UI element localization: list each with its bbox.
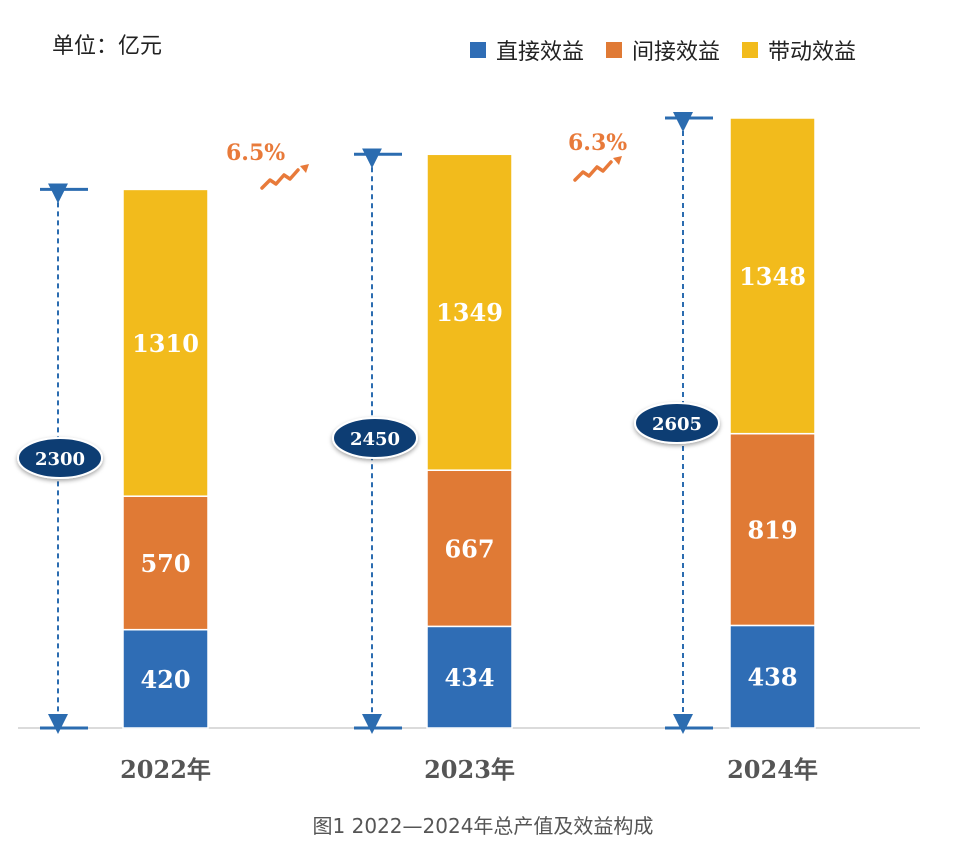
bar-value-label: 667	[444, 534, 494, 563]
bar-value-label: 438	[747, 663, 797, 692]
legend-label-driven: 带动效益	[768, 40, 857, 65]
bar-driven-0	[122, 188, 209, 497]
category-label: 2023年	[424, 755, 515, 784]
bar-value-label: 420	[140, 665, 190, 694]
legend-swatch-indirect	[606, 42, 623, 58]
growth-arrowhead-icon	[613, 156, 622, 165]
bar-direct-2	[729, 624, 816, 729]
bar-driven-1	[426, 153, 513, 471]
legend-item-direct: 直接效益	[470, 34, 584, 66]
legend: 直接效益 间接效益 带动效益	[470, 34, 856, 66]
bar-driven-2	[729, 117, 816, 435]
total-badge-label: 2450	[350, 429, 400, 450]
bar-value-label: 1349	[436, 298, 503, 327]
stacked-bar-chart: 420 570 1310 2300 2022年 434 667 1349 2450 2023年 43…	[17, 112, 920, 784]
total-badge-label: 2605	[652, 414, 702, 435]
bar-value-label: 1310	[132, 329, 199, 358]
growth-trend-icon	[260, 168, 300, 190]
growth-rate-label: 6.5%	[226, 140, 285, 166]
total-badge	[332, 417, 418, 459]
bar-value-label: 570	[140, 549, 190, 578]
unit-label: 单位：亿元	[52, 34, 163, 59]
total-badge	[17, 437, 103, 479]
bar-value-label: 819	[747, 516, 797, 545]
bar-direct-1	[426, 625, 513, 729]
total-badge	[634, 402, 720, 444]
legend-label-direct: 直接效益	[496, 40, 585, 65]
legend-item-driven: 带动效益	[742, 34, 856, 66]
figure-caption: 图1 2022—2024年总产值及效益构成	[312, 814, 654, 838]
total-badge-label: 2300	[35, 449, 85, 470]
category-label: 2024年	[727, 755, 818, 784]
growth-arrowhead-icon	[300, 164, 309, 173]
bar-value-label: 434	[444, 663, 494, 692]
category-label: 2022年	[120, 755, 211, 784]
legend-swatch-direct	[470, 42, 486, 58]
legend-item-indirect: 间接效益	[606, 34, 720, 66]
growth-trend-icon	[573, 160, 613, 182]
legend-label-indirect: 间接效益	[632, 40, 721, 65]
growth-rate-label: 6.3%	[568, 130, 627, 156]
legend-swatch-driven	[742, 42, 759, 58]
bar-indirect-2	[729, 432, 816, 627]
bar-value-label: 1348	[739, 262, 806, 291]
